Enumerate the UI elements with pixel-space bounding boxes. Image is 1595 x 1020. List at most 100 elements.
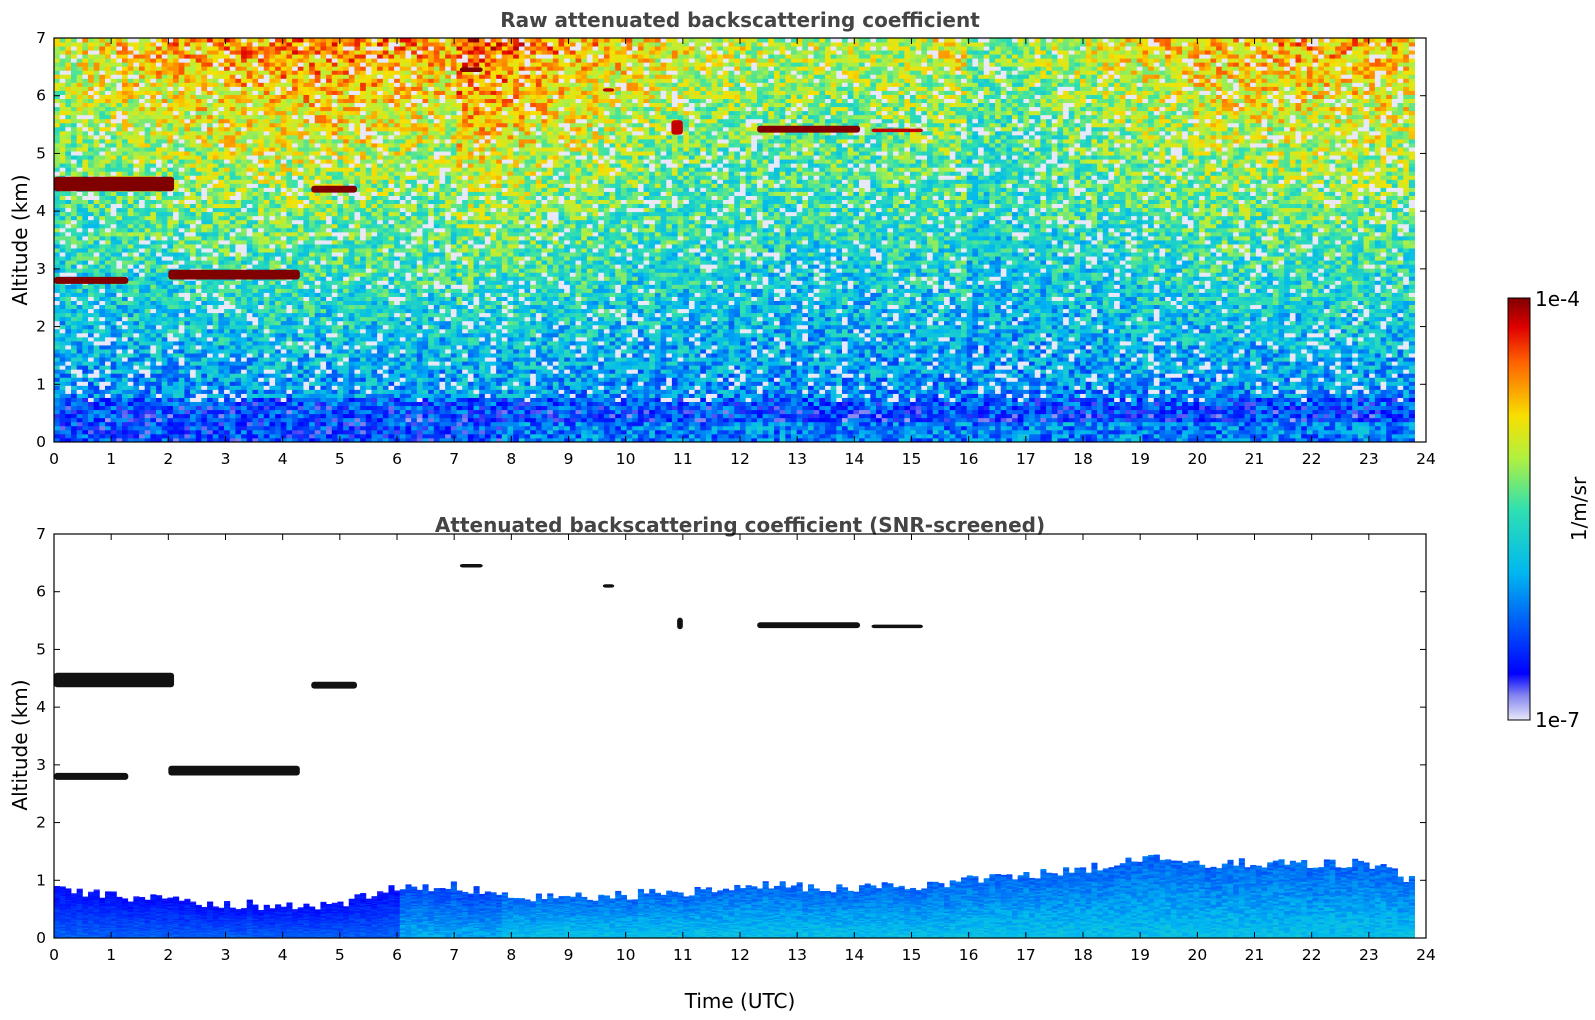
heat-cell	[247, 107, 253, 111]
heat-cell	[218, 256, 224, 260]
heat-cell	[315, 179, 321, 183]
heat-cell	[105, 394, 111, 398]
heat-cell	[116, 192, 122, 196]
heat-cell	[298, 204, 304, 208]
heat-cell	[247, 95, 253, 99]
heat-cell	[264, 54, 270, 58]
heat-cell	[258, 216, 264, 220]
heat-cell	[269, 398, 275, 402]
heat-cell	[184, 216, 190, 220]
heat-cell	[224, 244, 230, 248]
heat-cell	[122, 46, 128, 50]
heat-cell	[224, 228, 230, 232]
heat-cell	[116, 107, 122, 111]
heat-cell	[201, 434, 207, 438]
heat-cell	[292, 38, 298, 42]
heat-cell	[269, 66, 275, 70]
heat-cell	[190, 46, 196, 50]
heat-cell	[320, 252, 326, 256]
heat-cell	[326, 127, 332, 131]
heat-cell	[281, 406, 287, 410]
heat-cell	[77, 192, 83, 196]
heat-cell	[150, 337, 156, 341]
heat-cell	[332, 54, 338, 58]
heat-cell	[105, 171, 111, 175]
heat-cell	[150, 357, 156, 361]
heat-cell	[201, 240, 207, 244]
heat-cell	[218, 321, 224, 325]
heat-cell	[196, 127, 202, 131]
heat-cell	[207, 147, 213, 151]
heat-cell	[122, 143, 128, 147]
heat-cell	[156, 171, 162, 175]
heat-cell	[88, 369, 94, 373]
heat-cell	[77, 135, 83, 139]
heat-cell	[201, 42, 207, 46]
heat-cell	[264, 127, 270, 131]
heat-cell	[156, 58, 162, 62]
heat-cell	[77, 268, 83, 272]
heat-cell	[94, 288, 100, 292]
heat-cell	[82, 103, 88, 107]
heat-cell	[196, 143, 202, 147]
heat-cell	[326, 280, 332, 284]
heat-cell	[258, 377, 264, 381]
heat-cell	[116, 224, 122, 228]
heat-cell	[99, 430, 105, 434]
heat-cell	[315, 260, 321, 264]
heat-cell	[82, 389, 88, 393]
heat-cell	[230, 167, 236, 171]
heat-cell	[60, 434, 66, 438]
heat-cell	[99, 381, 105, 385]
heat-cell	[207, 62, 213, 66]
heat-cell	[105, 66, 111, 70]
heat-cell	[298, 389, 304, 393]
heat-cell	[65, 402, 71, 406]
heat-cell	[60, 91, 66, 95]
heat-cell	[88, 216, 94, 220]
heat-cell	[332, 151, 338, 155]
heat-cell	[111, 402, 117, 406]
heat-cell	[213, 123, 219, 127]
heat-cell	[258, 66, 264, 70]
heat-cell	[309, 394, 315, 398]
heat-cell	[264, 179, 270, 183]
heat-cell	[309, 171, 315, 175]
heat-cell	[218, 349, 224, 353]
heat-cell	[252, 99, 258, 103]
heat-cell	[286, 66, 292, 70]
heat-cell	[184, 183, 190, 187]
heat-cell	[235, 204, 241, 208]
heat-cell	[71, 163, 77, 167]
heat-cell	[281, 183, 287, 187]
heat-cell	[60, 333, 66, 337]
heat-cell	[116, 337, 122, 341]
heat-cell	[139, 212, 145, 216]
heat-cell	[320, 228, 326, 232]
heat-cell	[320, 78, 326, 82]
heat-cell	[150, 119, 156, 123]
heat-cell	[303, 345, 309, 349]
heat-cell	[213, 301, 219, 305]
heat-cell	[88, 309, 94, 313]
heat-cell	[167, 406, 173, 410]
heat-cell	[201, 365, 207, 369]
heat-cell	[133, 276, 139, 280]
heat-cell	[207, 288, 213, 292]
heat-cell	[224, 305, 230, 309]
heat-cell	[247, 280, 253, 284]
heat-cell	[111, 389, 117, 393]
heat-cell	[269, 414, 275, 418]
heat-cell	[99, 349, 105, 353]
heat-cell	[213, 284, 219, 288]
heat-cell	[94, 365, 100, 369]
heat-cell	[99, 163, 105, 167]
heat-cell	[269, 297, 275, 301]
heat-cell	[54, 418, 60, 422]
heat-cell	[264, 410, 270, 414]
heat-cell	[303, 321, 309, 325]
heat-cell	[264, 369, 270, 373]
heat-cell	[332, 91, 338, 95]
heat-cell	[196, 244, 202, 248]
heat-cell	[230, 143, 236, 147]
